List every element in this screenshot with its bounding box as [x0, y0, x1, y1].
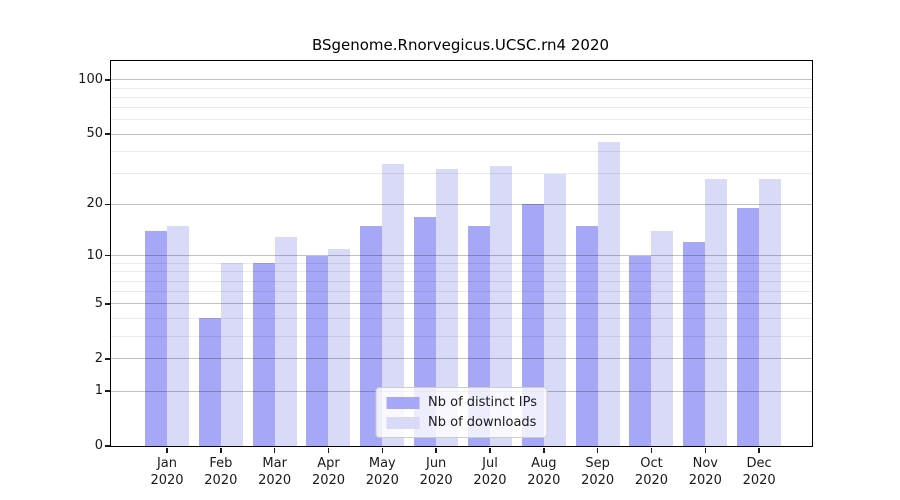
bar-distinct-ips [737, 208, 760, 446]
minor-gridline [111, 335, 812, 337]
minor-gridline [111, 173, 812, 175]
bar-distinct-ips [521, 204, 544, 446]
bar-distinct-ips [575, 226, 598, 446]
minor-gridline [111, 317, 812, 319]
legend-swatch [386, 396, 420, 409]
bar-downloads [436, 168, 459, 446]
plot-area: Nb of distinct IPs Nb of downloads 0 1 2 5 1… [78, 60, 813, 488]
bar-distinct-ips [629, 255, 652, 446]
y-tick [105, 79, 110, 81]
x-tick-label: Aug 2020 [527, 456, 561, 488]
x-tick-label: Apr 2020 [311, 456, 346, 488]
y-tick-label: 5 [94, 295, 103, 311]
legend: Nb of distinct IPs Nb of downloads [375, 387, 548, 438]
bar-distinct-ips [306, 255, 329, 446]
x-tick [273, 447, 276, 453]
major-gridline [111, 133, 812, 135]
y-tick-label: 10 [86, 247, 103, 263]
x-tick-label: Mar 2020 [258, 456, 292, 488]
bar-downloads [489, 166, 512, 446]
minor-gridline [111, 271, 812, 273]
minor-gridline [111, 119, 812, 121]
bar-downloads [651, 231, 674, 446]
x-tick-label: Oct 2020 [634, 456, 669, 488]
minor-gridline [111, 87, 812, 89]
chart-title: BSgenome.Rnorvegicus.UCSC.rn4 2020 [311, 36, 610, 54]
x-tick-label: Jul 2020 [473, 456, 507, 488]
y-tick [105, 358, 110, 360]
y-tick-label: 50 [86, 126, 103, 142]
x-tick-label: Nov 2020 [688, 456, 722, 488]
bar-downloads [220, 263, 243, 446]
x-tick [381, 447, 384, 453]
x-tick [543, 447, 545, 453]
x-tick [758, 447, 760, 453]
x-tick [650, 447, 653, 453]
minor-gridline [111, 280, 812, 282]
minor-gridline [111, 262, 812, 264]
y-tick-label: 1 [94, 383, 103, 398]
y-tick [105, 303, 110, 305]
legend-label: Nb of downloads [428, 415, 537, 430]
x-tick-label: Dec 2020 [742, 456, 776, 488]
bar-downloads [705, 178, 728, 446]
bar-distinct-ips [252, 263, 275, 446]
major-gridline [111, 255, 812, 257]
bar-distinct-ips [683, 242, 706, 446]
x-tick [435, 447, 437, 453]
x-tick-label: Jan 2020 [150, 456, 184, 488]
bar-downloads [328, 248, 351, 446]
y-tick [105, 445, 110, 447]
legend-item-downloads: Nb of downloads [386, 415, 537, 430]
x-tick [220, 447, 222, 453]
x-tick-label: Jun 2020 [419, 456, 453, 488]
minor-gridline [111, 150, 812, 152]
x-tick [166, 447, 168, 453]
x-tick [489, 447, 491, 453]
y-tick [105, 133, 110, 135]
bar-distinct-ips [145, 231, 167, 446]
minor-gridline [111, 291, 812, 293]
x-tick-label: May 2020 [365, 456, 399, 488]
y-tick-label: 20 [86, 196, 103, 212]
bar-downloads [382, 163, 405, 446]
major-gridline [111, 303, 812, 305]
legend-swatch [386, 416, 420, 429]
minor-gridline [111, 107, 812, 109]
legend-label: Nb of distinct IPs [428, 395, 537, 410]
y-tick [105, 254, 110, 257]
bar-distinct-ips [198, 318, 221, 446]
x-tick-label: Sep 2020 [581, 456, 615, 488]
bar-downloads [597, 142, 620, 446]
legend-item-distinct-ips: Nb of distinct IPs [386, 395, 537, 410]
bar-downloads [274, 236, 297, 446]
y-tick [105, 390, 110, 392]
y-tick-label: 0 [94, 438, 103, 453]
minor-gridline [111, 96, 812, 98]
y-tick [105, 203, 110, 206]
x-tick [327, 447, 330, 453]
bar-downloads [543, 173, 566, 446]
bar-downloads [759, 178, 782, 446]
major-gridline [111, 79, 812, 81]
x-tick [704, 447, 707, 453]
major-gridline [111, 358, 812, 360]
x-tick [596, 447, 599, 453]
major-gridline [111, 203, 812, 205]
x-tick-label: Feb 2020 [204, 456, 238, 488]
y-tick-label: 2 [94, 350, 103, 366]
bar-downloads [167, 226, 189, 446]
y-tick-label: 100 [78, 71, 103, 87]
